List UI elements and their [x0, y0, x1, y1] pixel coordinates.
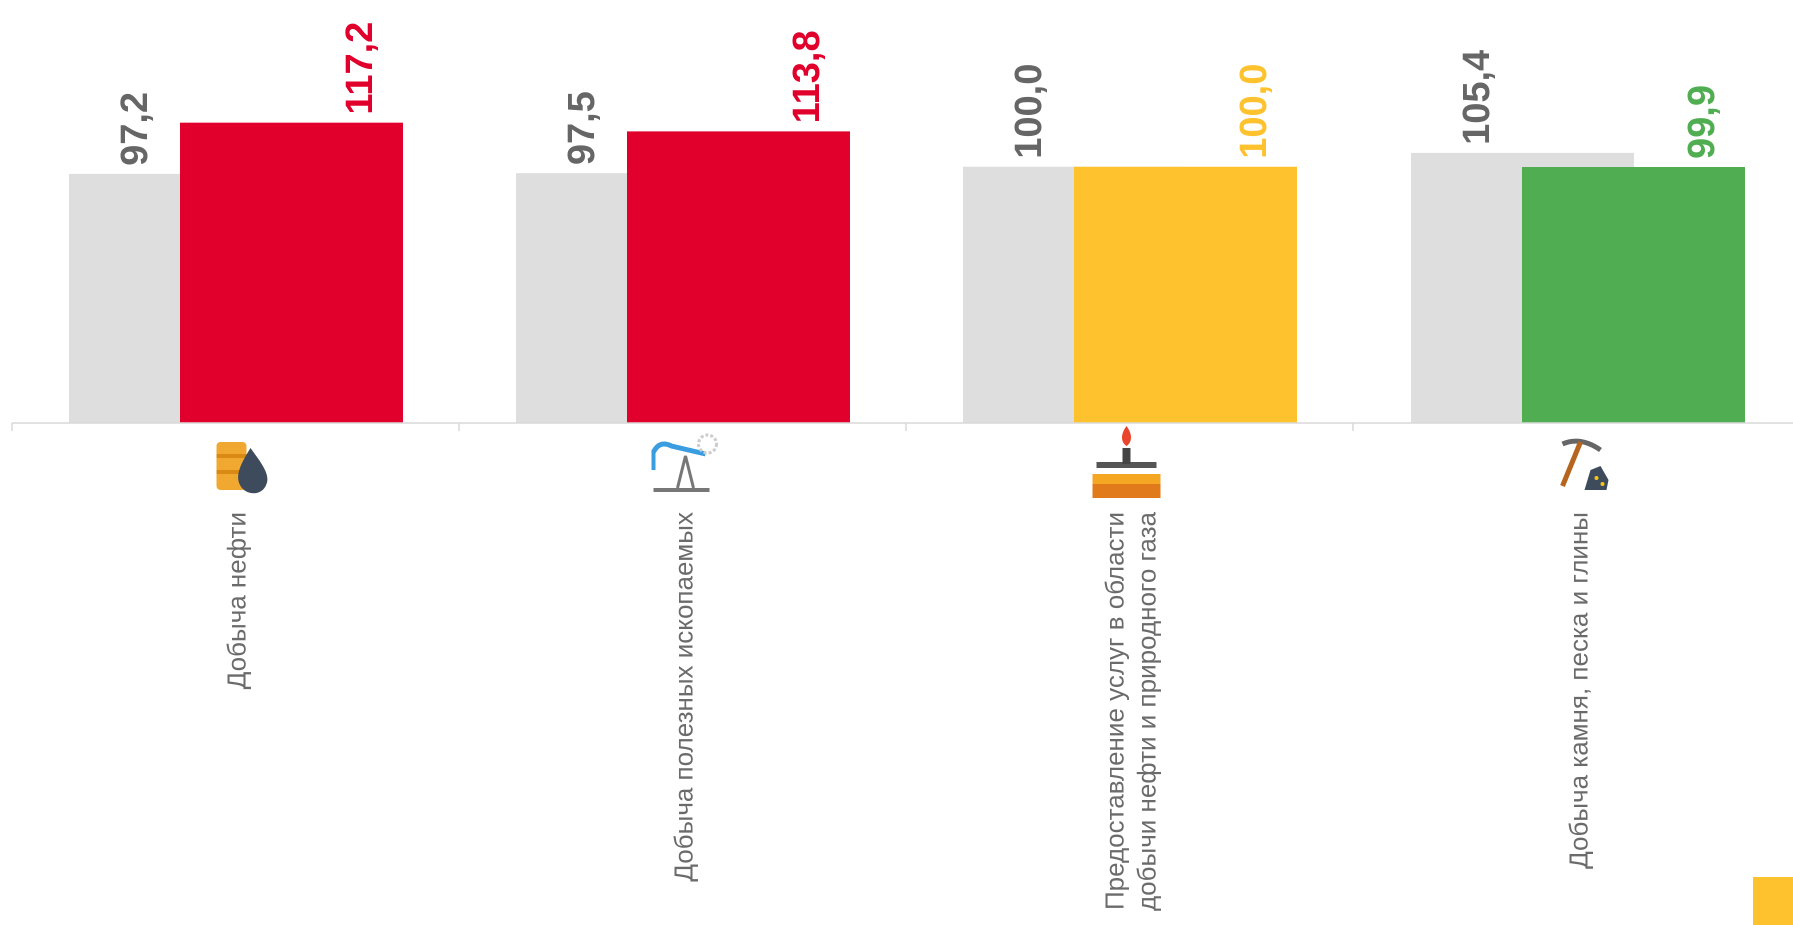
gas-flare-rig-icon	[1092, 426, 1161, 498]
value-label-series1-1: 97,2	[114, 92, 156, 166]
oil-barrel-drop-icon	[216, 442, 268, 494]
category-label-3-line-2: добычи нефти и природного газа	[1132, 511, 1162, 911]
bar-series2-3	[1074, 166, 1297, 423]
value-label-series1-3: 100,0	[1008, 64, 1050, 159]
value-label-series2-2: 113,8	[786, 30, 828, 123]
pumpjack-icon	[651, 433, 718, 492]
value-label-series2-1: 117,2	[339, 22, 381, 115]
category-labels-layer: Добыча нефти Добыча полезных ископаемых Пр…	[222, 511, 1594, 911]
category-label-3-line-1: Предоставление услуг в области	[1100, 512, 1130, 910]
bar-series2-2	[627, 131, 850, 423]
category-label-4: Добыча камня, песка и глины	[1564, 512, 1594, 869]
category-label-1: Добыча нефти	[222, 512, 252, 689]
category-icons-layer	[216, 426, 1609, 498]
bar-series2-4	[1522, 167, 1745, 423]
pickaxe-rocks-icon	[1560, 438, 1609, 490]
value-label-series2-4: 99,9	[1681, 85, 1723, 159]
x-axis-ticks	[11, 423, 1354, 431]
bar-series2-1	[180, 122, 403, 424]
value-label-series2-3: 100,0	[1233, 64, 1275, 159]
category-label-2: Добыча полезных ископаемых	[669, 512, 699, 882]
bars-layer	[69, 122, 1745, 424]
value-labels-layer: 97,2 117,2 97,5 113,8 100,0 100,0 105,4 99,9	[114, 22, 1723, 166]
corner-accent-badge	[1753, 877, 1793, 925]
value-label-series1-4: 105,4	[1456, 50, 1498, 145]
value-label-series1-2: 97,5	[561, 91, 603, 165]
